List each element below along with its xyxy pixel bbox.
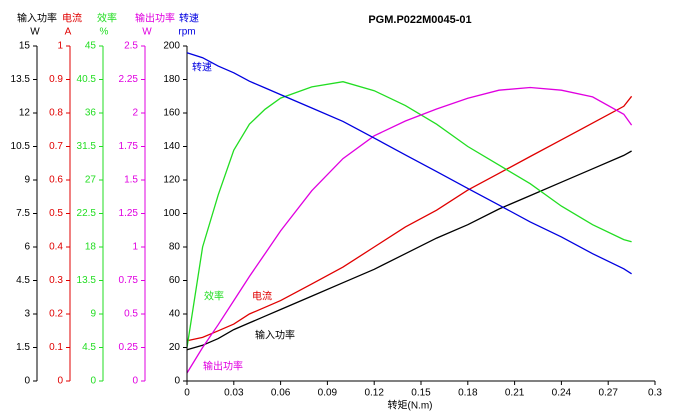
axis-unit: W	[142, 27, 152, 38]
chart-title: PGM.P022M0045-01	[368, 14, 471, 26]
y-tick-label: 140	[163, 141, 180, 152]
x-tick-label: 0.15	[411, 388, 431, 399]
series-label: 转速	[192, 61, 212, 74]
y-tick-label: 200	[163, 41, 180, 52]
y-tick-label: 100	[163, 208, 180, 219]
y-tick-label: 6	[24, 242, 30, 253]
y-tick-label: 18	[85, 242, 97, 253]
axis-title: 效率	[97, 12, 117, 25]
y-tick-label: 120	[163, 175, 180, 186]
y-tick-label: 31.5	[77, 141, 97, 152]
y-tick-label: 0	[24, 376, 30, 387]
series-line	[186, 150, 632, 351]
axis-unit: W	[30, 27, 40, 38]
y-tick-label: 1.5	[124, 175, 138, 186]
axis-title: 电流	[62, 12, 82, 25]
y-tick-label: 12	[19, 108, 31, 119]
axis-title: 转速	[179, 12, 199, 25]
y-tick-label: 0.2	[49, 309, 63, 320]
y-tick-label: 0.1	[49, 342, 63, 353]
axis-unit: rpm	[178, 27, 195, 38]
y-tick-label: 2.25	[119, 74, 139, 85]
x-tick-label: 0.06	[271, 388, 291, 399]
x-tick-label: 0.27	[598, 388, 618, 399]
series-label: 输入功率	[255, 329, 295, 342]
y-tick-label: 1.5	[16, 342, 30, 353]
y-tick-label: 0.8	[49, 108, 63, 119]
y-tick-label: 1.75	[119, 141, 139, 152]
x-tick-label: 0.12	[364, 388, 384, 399]
x-tick-label: 0.18	[458, 388, 478, 399]
series-label: 电流	[252, 290, 272, 303]
y-tick-label: 0.5	[49, 208, 63, 219]
y-tick-label: 15	[19, 41, 31, 52]
series-label: 效率	[204, 290, 224, 303]
y-tick-label: 2	[132, 108, 138, 119]
y-tick-label: 0.6	[49, 175, 63, 186]
y-tick-label: 36	[85, 108, 97, 119]
y-tick-label: 4.5	[16, 275, 30, 286]
y-tick-label: 0.4	[49, 242, 63, 253]
y-tick-label: 40.5	[77, 74, 97, 85]
y-tick-label: 0	[132, 376, 138, 387]
y-tick-label: 180	[163, 74, 180, 85]
x-tick-label: 0	[184, 388, 190, 399]
y-tick-label: 0.5	[124, 309, 138, 320]
series-label: 输出功率	[203, 360, 243, 373]
y-tick-label: 60	[169, 275, 181, 286]
x-tick-label: 0.24	[552, 388, 572, 399]
y-tick-label: 0	[174, 376, 180, 387]
y-tick-label: 27	[85, 175, 97, 186]
y-tick-label: 9	[24, 175, 30, 186]
series-line	[186, 81, 632, 348]
x-tick-label: 0.3	[648, 388, 662, 399]
y-tick-label: 22.5	[77, 208, 97, 219]
x-tick-label: 0.21	[505, 388, 525, 399]
y-tick-label: 9	[90, 309, 96, 320]
x-tick-label: 0.09	[318, 388, 338, 399]
y-tick-label: 10.5	[11, 141, 31, 152]
y-tick-label: 0.7	[49, 141, 63, 152]
y-tick-label: 45	[85, 41, 97, 52]
y-tick-label: 13.5	[77, 275, 97, 286]
y-tick-label: 0.75	[119, 275, 139, 286]
axis-title: 输入功率	[17, 12, 57, 25]
y-tick-label: 1.25	[119, 208, 139, 219]
y-tick-label: 7.5	[16, 208, 30, 219]
series-line	[186, 86, 633, 374]
y-tick-label: 1	[132, 242, 138, 253]
x-axis-label: 转矩(N.m)	[388, 399, 433, 412]
y-tick-label: 0.25	[119, 342, 139, 353]
y-tick-label: 0.9	[49, 74, 63, 85]
y-tick-label: 40	[169, 309, 181, 320]
axis-unit: %	[100, 27, 109, 38]
y-tick-label: 2.5	[124, 41, 138, 52]
y-tick-label: 0.3	[49, 275, 63, 286]
x-tick-label: 0.03	[224, 388, 244, 399]
y-tick-label: 160	[163, 108, 180, 119]
axis-unit: A	[65, 27, 72, 38]
y-tick-label: 0	[57, 376, 63, 387]
y-tick-label: 4.5	[82, 342, 96, 353]
axis-title: 输出功率	[135, 12, 175, 25]
y-tick-label: 0	[90, 376, 96, 387]
y-tick-label: 13.5	[11, 74, 31, 85]
series-line	[186, 95, 633, 342]
y-tick-label: 1	[57, 41, 63, 52]
y-tick-label: 3	[24, 309, 30, 320]
series-line	[186, 52, 632, 275]
y-tick-label: 20	[169, 342, 181, 353]
y-tick-label: 80	[169, 242, 181, 253]
